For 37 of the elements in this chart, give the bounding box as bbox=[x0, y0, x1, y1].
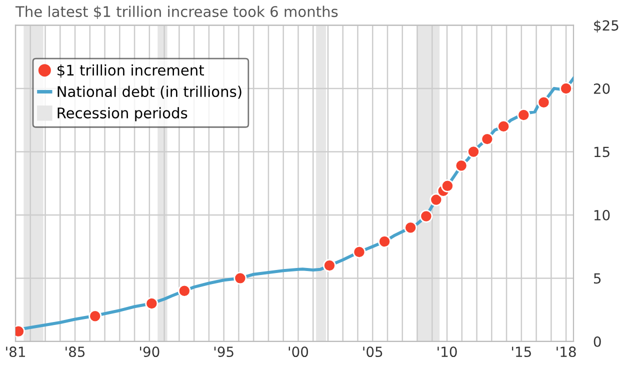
y-tick-label: 10 bbox=[594, 210, 610, 220]
x-tick-label: '10 bbox=[438, 346, 457, 358]
point bbox=[178, 284, 191, 298]
point bbox=[480, 132, 494, 146]
point bbox=[404, 221, 418, 234]
band-label: Recession periods bbox=[58, 107, 188, 122]
point bbox=[234, 272, 247, 285]
point bbox=[378, 235, 392, 248]
y-tick-label: 5 bbox=[594, 273, 601, 284]
point bbox=[440, 179, 454, 192]
y-tick-label: 20 bbox=[594, 83, 610, 94]
x-tick-label: '81 bbox=[6, 346, 25, 358]
y-tick-label: 0 bbox=[594, 336, 601, 347]
point bbox=[467, 145, 480, 158]
x-tick-label: '95 bbox=[214, 346, 234, 358]
chart-title: The latest $1 trillion increase took 6 months bbox=[15, 6, 338, 20]
point bbox=[322, 259, 336, 272]
y-tick-label: 15 bbox=[594, 146, 610, 158]
point bbox=[88, 310, 102, 323]
y-tick-label: $25 bbox=[594, 20, 618, 33]
x-tick-label: '00 bbox=[288, 346, 308, 358]
x-tick-label: '85 bbox=[66, 346, 85, 358]
x-tick-label: '18 bbox=[556, 346, 576, 358]
point bbox=[497, 120, 510, 133]
x-tick-label: '90 bbox=[140, 346, 160, 358]
point bbox=[420, 210, 433, 223]
x-tick-label: '05 bbox=[363, 346, 382, 358]
point bbox=[454, 159, 468, 172]
point bbox=[352, 246, 366, 259]
x-tick-label: '15 bbox=[512, 346, 531, 358]
point bbox=[145, 296, 158, 310]
point bbox=[430, 193, 443, 206]
point bbox=[560, 82, 573, 95]
point bbox=[517, 108, 530, 122]
point bbox=[537, 96, 550, 109]
legend-label: National debt (in trillions) bbox=[58, 86, 242, 99]
legend-label: $1 trillion increment bbox=[58, 64, 204, 78]
